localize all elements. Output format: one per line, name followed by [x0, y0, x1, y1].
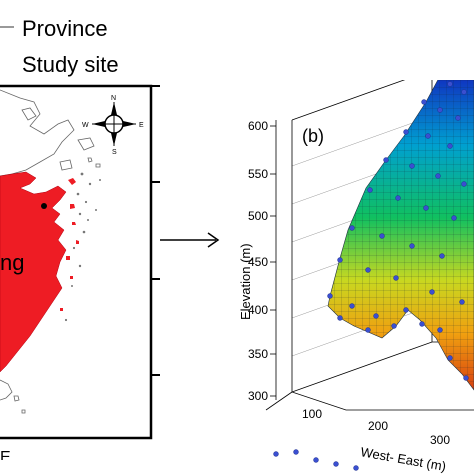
z-tick-550: 550: [248, 167, 268, 181]
province-partial-label: ng: [0, 250, 24, 275]
legend-province-label: Province: [22, 16, 108, 41]
gray-islands: [64, 172, 101, 322]
z-axis-tick-marks: [270, 120, 277, 400]
x-tick-100: 100: [302, 407, 322, 421]
compass-icon: N S W E: [82, 95, 144, 156]
map-bottom-partial-label: E: [0, 449, 11, 460]
study-site-marker: [41, 203, 47, 209]
compass-s: S: [112, 149, 117, 156]
southern-coastline: [0, 379, 26, 414]
x-tick-300: 300: [430, 433, 450, 447]
province-landmass: [0, 171, 67, 373]
elevation-surface-plot: (b) 600 550 500 450 400 350 300 Elevatio…: [238, 80, 474, 474]
x-tick-200: 200: [368, 419, 388, 433]
connector-arrow: [160, 232, 220, 248]
panel-b-label: (b): [302, 126, 324, 146]
x-axis-title: West- East (m): [359, 444, 447, 474]
compass-n: N: [111, 95, 116, 102]
study-area-map: ng N S W E E: [0, 84, 160, 460]
province-line-icon: [0, 26, 14, 28]
map-right-ticks: [151, 85, 160, 376]
z-tick-400: 400: [248, 303, 268, 317]
compass-e: E: [139, 122, 144, 129]
legend-study-site-label: Study site: [22, 52, 119, 77]
z-tick-500: 500: [248, 209, 268, 223]
z-axis-title: Elevation (m): [238, 243, 253, 320]
z-tick-600: 600: [248, 119, 268, 133]
z-tick-450: 450: [248, 255, 268, 269]
sample-points: [273, 81, 469, 471]
z-axis-ticks: 600 550 500 450 400 350 300: [248, 119, 268, 403]
compass-w: W: [82, 122, 89, 129]
z-tick-300: 300: [248, 389, 268, 403]
red-islands: [60, 178, 79, 311]
z-tick-350: 350: [248, 347, 268, 361]
x-axis-ticks: 100 200 300: [302, 407, 450, 447]
northern-coastline: [0, 89, 101, 177]
legend: Province Study site: [0, 0, 200, 90]
